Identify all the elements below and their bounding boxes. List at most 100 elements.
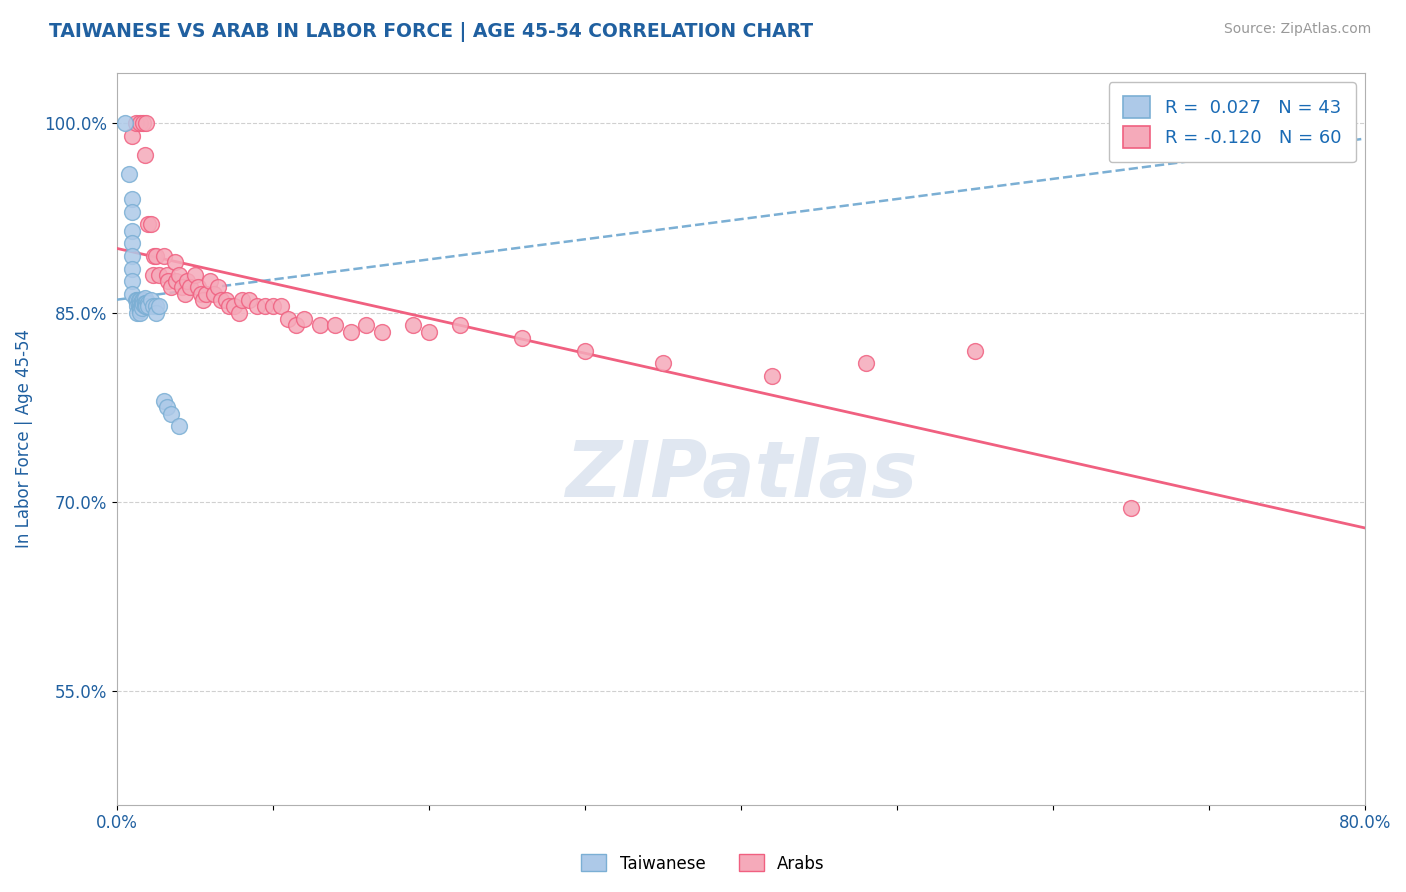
Point [121,261,143,276]
Point [200,274,222,288]
Point [121,204,143,219]
Point [165,274,187,288]
Point [135,295,157,310]
Point [134,299,156,313]
Point [127,306,149,320]
Point [134,291,156,305]
Text: Source: ZipAtlas.com: Source: ZipAtlas.com [1223,22,1371,37]
Point [855,356,877,370]
Point [121,249,143,263]
Point [129,301,152,315]
Point [246,299,269,313]
Point [121,192,143,206]
Point [156,401,179,415]
Point [253,299,276,313]
Point [145,249,167,263]
Point [118,167,141,181]
Point [134,148,156,162]
Point [323,318,346,333]
Point [651,356,673,370]
Point [574,343,596,358]
Point [963,343,986,358]
Point [124,116,146,130]
Point [152,249,174,263]
Point [163,255,186,269]
Point [142,268,165,282]
Point [371,325,394,339]
Point [231,293,253,307]
Point [292,312,315,326]
Point [152,394,174,409]
Point [184,268,207,282]
Point [128,293,150,307]
Point [145,306,167,320]
Point [132,293,155,307]
Point [238,293,260,307]
Point [179,280,201,294]
Point [127,293,149,307]
Point [418,325,440,339]
Point [131,293,153,307]
Point [167,268,190,282]
Point [121,274,143,288]
Point [121,286,143,301]
Point [191,293,214,307]
Point [141,218,163,232]
Legend: R =  0.027   N = 43, R = -0.120   N = 60: R = 0.027 N = 43, R = -0.120 N = 60 [1109,82,1355,162]
Y-axis label: In Labor Force | Age 45-54: In Labor Force | Age 45-54 [15,329,32,549]
Point [121,224,143,238]
Point [308,318,330,333]
Point [129,297,152,311]
Point [160,407,183,421]
Point [127,299,149,313]
Point [187,280,209,294]
Point [157,274,180,288]
Point [136,299,159,313]
Point [194,286,217,301]
Point [129,116,152,130]
Point [512,331,534,345]
Point [131,301,153,315]
Point [209,293,232,307]
Point [449,318,471,333]
Point [262,299,284,313]
Point [129,303,152,318]
Point [356,318,378,333]
Point [132,297,155,311]
Point [134,295,156,310]
Point [222,299,245,313]
Point [207,280,229,294]
Point [761,368,783,383]
Point [402,318,425,333]
Point [228,306,250,320]
Point [136,218,159,232]
Point [145,299,167,313]
Point [114,116,136,130]
Point [172,280,194,294]
Point [135,116,157,130]
Point [141,293,163,307]
Point [121,129,143,144]
Point [156,268,179,282]
Point [129,293,152,307]
Point [121,236,143,251]
Point [135,299,157,313]
Point [176,274,198,288]
Point [340,325,363,339]
Point [129,306,152,320]
Text: TAIWANESE VS ARAB IN LABOR FORCE | AGE 45-54 CORRELATION CHART: TAIWANESE VS ARAB IN LABOR FORCE | AGE 4… [49,22,813,42]
Point [1323,116,1346,130]
Point [148,268,170,282]
Point [215,293,238,307]
Point [218,299,240,313]
Point [1119,501,1142,516]
Point [167,419,190,434]
Point [285,318,308,333]
Point [131,297,153,311]
Point [174,286,197,301]
Point [142,299,165,313]
Point [277,312,299,326]
Point [143,249,166,263]
Point [148,299,170,313]
Point [270,299,292,313]
